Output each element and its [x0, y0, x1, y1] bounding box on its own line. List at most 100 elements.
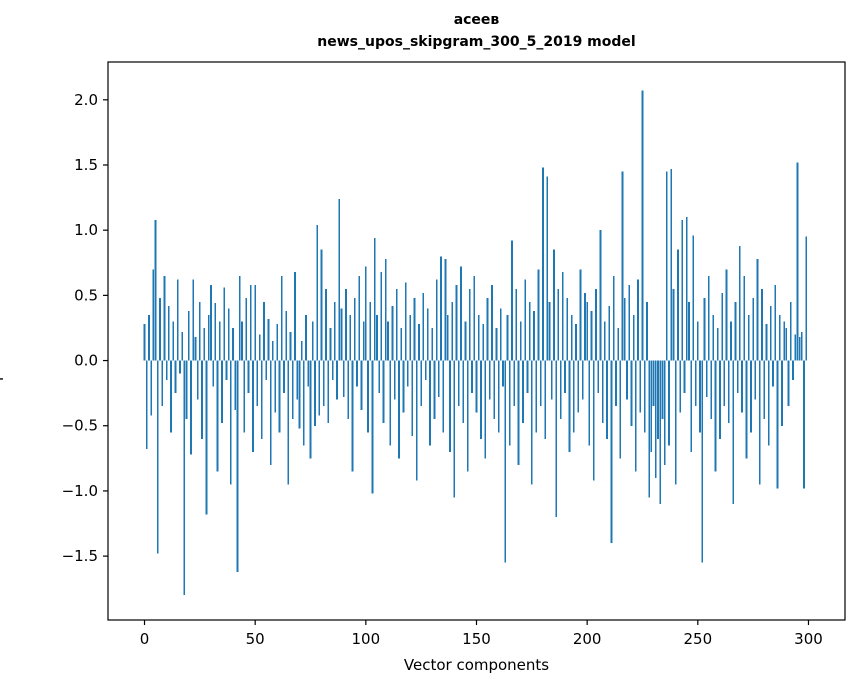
bar: [451, 301, 453, 361]
bar: [411, 360, 414, 437]
bar: [803, 360, 805, 489]
bar: [579, 269, 582, 361]
bar: [207, 314, 210, 361]
bar: [409, 314, 411, 361]
x-tick-label: 250: [684, 630, 713, 648]
bar: [176, 279, 179, 361]
bar: [670, 168, 673, 361]
y-tick-label: 1.0: [74, 221, 98, 239]
bar: [750, 360, 752, 433]
bar: [435, 279, 438, 361]
bar: [376, 314, 378, 361]
bar: [420, 360, 423, 407]
bar: [533, 311, 535, 361]
bar: [794, 334, 797, 361]
bar: [307, 360, 310, 387]
bar: [249, 284, 252, 361]
bar: [557, 288, 560, 361]
bar: [446, 314, 449, 361]
bar: [205, 360, 208, 515]
bar: [274, 360, 276, 413]
bar: [778, 314, 781, 361]
bar: [555, 360, 558, 518]
bar: [245, 297, 248, 361]
bar: [776, 360, 779, 489]
y-tick-label: 1.5: [74, 156, 98, 174]
x-tick-label: 50: [246, 630, 265, 648]
bar: [736, 360, 739, 394]
bar: [353, 297, 356, 361]
bar: [590, 311, 593, 361]
bar: [500, 308, 502, 361]
bar: [294, 271, 296, 361]
bar: [800, 331, 803, 361]
bar: [730, 321, 732, 361]
bar: [661, 360, 664, 420]
bar: [391, 305, 394, 361]
bar: [453, 360, 456, 498]
bar: [455, 284, 458, 361]
bar: [471, 360, 473, 394]
bar: [203, 327, 206, 361]
bar: [161, 360, 164, 407]
bar: [347, 360, 349, 420]
y-tick-label: −1.0: [62, 482, 98, 500]
x-tick-label: 300: [794, 630, 823, 648]
bar: [588, 360, 591, 446]
bar: [283, 360, 285, 394]
bar: [739, 245, 741, 361]
bar: [548, 301, 551, 361]
bar: [382, 360, 385, 424]
bar: [247, 360, 250, 394]
bar: [322, 360, 325, 407]
bar: [721, 292, 724, 361]
bar: [504, 360, 507, 563]
bar: [732, 360, 735, 504]
bar: [575, 324, 577, 361]
bar: [331, 360, 334, 381]
bar: [218, 321, 221, 361]
bar: [296, 360, 299, 400]
bar: [623, 297, 626, 361]
bar: [404, 282, 407, 361]
bar: [637, 279, 639, 361]
y-tick-label: 2.0: [74, 91, 98, 109]
bar: [415, 360, 418, 481]
bar: [570, 314, 573, 361]
bar: [477, 314, 480, 361]
bar: [216, 360, 219, 472]
bar: [334, 301, 336, 361]
bar: [781, 360, 783, 426]
bar: [225, 360, 228, 381]
bar: [318, 360, 321, 416]
bar: [767, 360, 770, 446]
bar: [480, 360, 482, 439]
x-tick-label: 150: [462, 630, 491, 648]
y-tick-label: −0.5: [62, 417, 98, 435]
bar: [364, 266, 367, 361]
y-tick-label: 0.0: [74, 352, 98, 370]
bar: [369, 301, 372, 361]
bar: [515, 288, 518, 361]
bar: [252, 360, 254, 452]
bar: [606, 360, 608, 439]
bar: [610, 360, 613, 544]
bar: [628, 284, 631, 361]
bar: [488, 360, 491, 400]
bar: [641, 90, 644, 361]
bar: [710, 360, 712, 420]
bar: [464, 321, 467, 361]
bar: [303, 360, 305, 446]
bar: [592, 360, 595, 481]
bar: [530, 360, 533, 485]
bar: [586, 301, 589, 361]
bar: [424, 360, 427, 381]
bar: [236, 360, 239, 572]
bar: [632, 314, 635, 361]
bar: [761, 288, 763, 361]
bar: [214, 303, 217, 361]
bar: [389, 360, 392, 446]
bar: [559, 360, 562, 420]
bar: [156, 360, 159, 554]
